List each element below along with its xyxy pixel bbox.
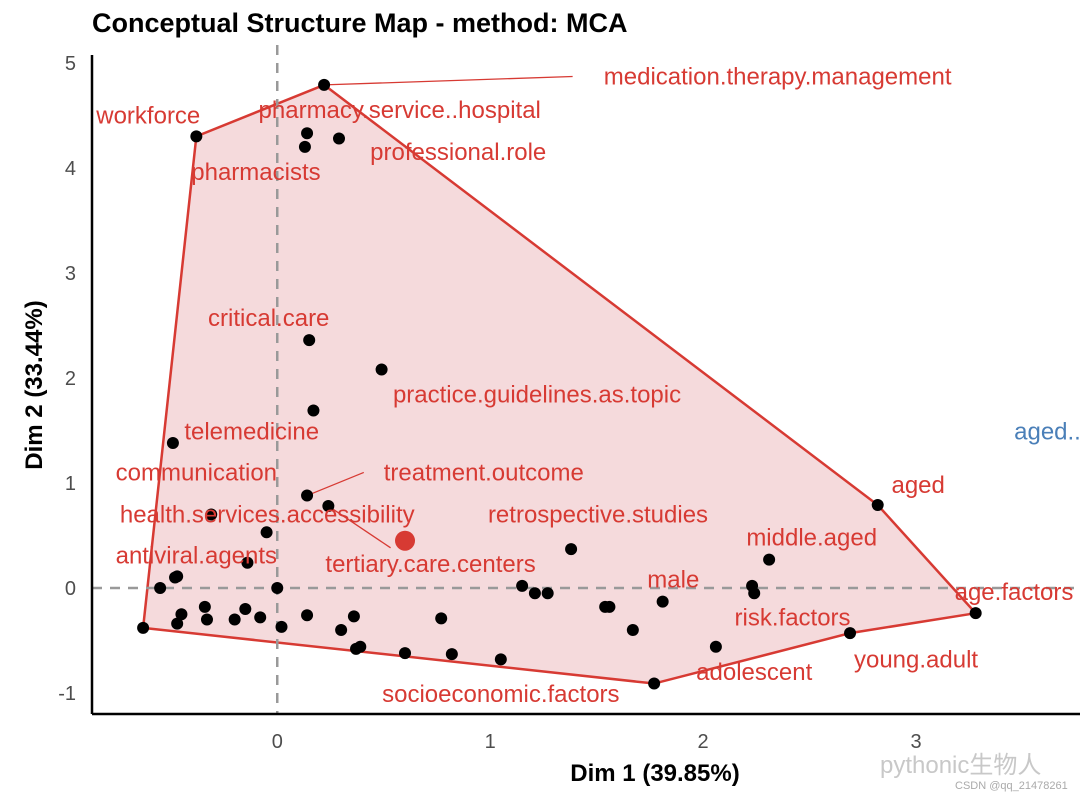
data-point: [871, 499, 884, 512]
data-point: [171, 570, 184, 583]
data-point: [154, 581, 167, 594]
data-point: [748, 587, 761, 600]
data-point: [175, 608, 188, 621]
data-point: [322, 500, 335, 513]
point-label: critical.care: [208, 305, 329, 332]
data-point: [166, 437, 179, 450]
label-leader-line: [306, 471, 365, 497]
label-leader-line: [327, 505, 391, 549]
point-label: male: [647, 567, 699, 594]
data-point: [228, 613, 241, 626]
point-label-other-cluster: aged..80: [1014, 418, 1080, 445]
data-point: [347, 610, 360, 623]
data-point: [648, 677, 661, 690]
point-label: middle.aged: [746, 525, 877, 552]
data-point: [301, 489, 314, 502]
point-label: treatment.outcome: [384, 459, 584, 486]
point-label: professional.role: [370, 139, 546, 166]
data-point: [254, 611, 267, 624]
x-axis-label: Dim 1 (39.85%): [570, 760, 739, 787]
point-label: medication.therapy.management: [604, 64, 952, 91]
data-point: [198, 600, 211, 613]
data-point: [271, 581, 284, 594]
y-tick-label: 4: [65, 158, 76, 180]
cluster-centroid: [395, 530, 416, 551]
x-tick-label: 2: [698, 731, 709, 753]
watermark-credit: CSDN @qq_21478261: [955, 780, 1068, 792]
point-label: adolescent: [696, 659, 812, 686]
data-point: [307, 404, 320, 417]
data-point: [354, 640, 367, 653]
data-point: [298, 140, 311, 153]
data-point: [301, 609, 314, 622]
data-point: [516, 579, 529, 592]
cluster-hull: [141, 83, 979, 685]
y-tick-label: 1: [65, 473, 76, 495]
point-label: socioeconomic.factors: [382, 681, 619, 708]
data-point: [375, 363, 388, 376]
data-point: [603, 600, 616, 613]
y-tick-label: -1: [58, 683, 76, 705]
watermark: pythonic生物人: [880, 752, 1041, 779]
y-tick-label: 0: [65, 578, 76, 600]
data-point: [303, 334, 316, 347]
point-label: tertiary.care.centers: [325, 551, 535, 578]
x-tick-label: 3: [910, 731, 921, 753]
data-point: [969, 607, 982, 620]
data-point: [528, 587, 541, 600]
data-point: [301, 127, 314, 140]
data-point: [137, 621, 150, 634]
y-tick-label: 3: [65, 263, 76, 285]
point-label: retrospective.studies: [488, 501, 708, 528]
data-point: [275, 620, 288, 633]
data-point: [200, 613, 213, 626]
x-tick-label: 1: [485, 731, 496, 753]
point-label: pharmacists: [191, 159, 320, 186]
data-point: [171, 617, 184, 630]
point-label: telemedicine: [184, 418, 319, 445]
plot-area: 0 1 2 3 -1 0 1 2 3 4 5 medication.therapy.managemen…: [58, 45, 1080, 753]
data-point: [333, 132, 345, 145]
point-label: workforce: [95, 102, 200, 129]
data-point: [190, 130, 203, 143]
data-point: [260, 526, 273, 539]
data-point: [435, 612, 448, 625]
y-tick-label: 5: [65, 53, 76, 75]
point-label: age.factors: [955, 579, 1074, 606]
data-point: [335, 623, 348, 636]
data-point: [844, 627, 857, 640]
point-label: practice.guidelines.as.topic: [393, 382, 681, 409]
chart-title: Conceptual Structure Map - method: MCA: [92, 8, 628, 38]
point-label: antiviral.agents: [116, 542, 277, 569]
y-tick-label: 2: [65, 368, 76, 390]
data-point: [626, 623, 639, 636]
data-point: [318, 78, 331, 91]
data-point: [241, 556, 254, 569]
data-point: [656, 595, 669, 608]
data-point: [763, 553, 776, 566]
data-point: [494, 653, 507, 666]
data-point: [565, 543, 578, 556]
point-label: aged: [891, 472, 944, 499]
point-label: young.adult: [854, 646, 978, 673]
data-point: [205, 508, 218, 521]
point-label: communication: [116, 459, 277, 486]
data-point: [239, 602, 252, 615]
point-label: health.services.accessibility: [120, 501, 415, 528]
data-point: [541, 587, 554, 600]
point-label: risk.factors: [735, 604, 851, 631]
data-point: [445, 648, 458, 661]
data-point: [709, 640, 722, 653]
data-point: [399, 647, 412, 660]
label-leader-line: [324, 75, 573, 86]
point-label: pharmacy.service..hospital: [259, 97, 541, 124]
x-tick-label: 0: [272, 731, 283, 753]
y-axis-label: Dim 2 (33.44%): [21, 300, 48, 469]
